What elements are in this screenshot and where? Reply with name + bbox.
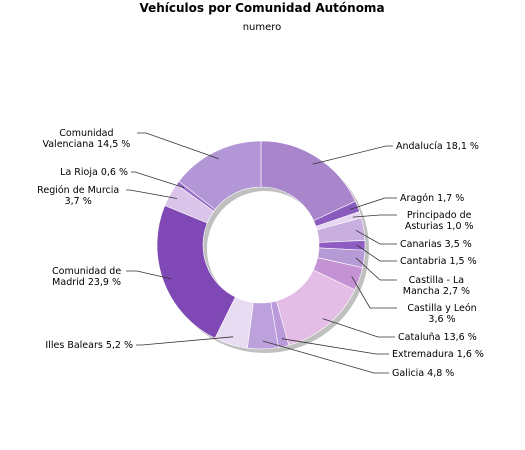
slice-comunidad-de-madrid — [156, 205, 236, 339]
label-canarias: Canarias 3,5 % — [400, 239, 472, 250]
label-line: Madrid 23,9 % — [52, 277, 121, 288]
label-la-rioja: La Rioja 0,6 % — [60, 167, 128, 178]
label-line: Galicia 4,8 % — [392, 368, 454, 379]
leader-galicia — [262, 340, 389, 374]
label-line: Asturias 1,0 % — [405, 221, 474, 232]
label-line: Andalucía 18,1 % — [396, 141, 479, 152]
label-line: Cataluña 13,6 % — [398, 332, 477, 343]
label-comunidad-valenciana: Comunidad Valenciana 14,5 % — [42, 128, 130, 150]
label-line: Comunidad de — [52, 266, 121, 277]
label-line: Castilla y León — [407, 303, 476, 314]
label-principado-de-asturias: Principado de Asturias 1,0 % — [405, 210, 474, 232]
label-line: Valenciana 14,5 % — [42, 139, 130, 150]
leader-castilla-la-mancha — [355, 257, 397, 281]
leader-cataluna — [322, 318, 395, 338]
label-line: 3,6 % — [428, 314, 455, 325]
leader-region-de-murcia — [126, 189, 178, 199]
leader-aragon — [349, 197, 397, 210]
slice-labels: Andalucía 18,1 % Aragón 1,7 % Principado d… — [37, 128, 484, 379]
leader-illes-balears — [136, 336, 234, 346]
label-line: La Rioja 0,6 % — [60, 167, 128, 178]
label-line: Canarias 3,5 % — [400, 239, 472, 250]
label-line: Castilla - La — [409, 275, 464, 286]
leader-lines — [126, 132, 397, 374]
label-galicia: Galicia 4,8 % — [392, 368, 454, 379]
slice-comunidad-valenciana — [178, 140, 262, 210]
leader-comunidad-de-madrid — [126, 270, 172, 280]
label-cantabria: Cantabria 1,5 % — [400, 256, 477, 267]
label-line: 3,7 % — [65, 196, 92, 207]
leader-canarias — [355, 229, 397, 245]
label-line: Aragón 1,7 % — [400, 193, 464, 204]
leader-andalucia — [312, 145, 393, 165]
label-castilla-la-mancha: Castilla - La Mancha 2,7 % — [403, 275, 470, 297]
label-aragon: Aragón 1,7 % — [400, 193, 464, 204]
leader-extremadura — [281, 338, 389, 355]
label-illes-balears: Illes Balears 5,2 % — [45, 340, 133, 351]
label-line: Mancha 2,7 % — [403, 286, 470, 297]
donut-slices — [156, 140, 366, 350]
leader-castilla-y-leon — [351, 276, 397, 309]
label-cataluna: Cataluña 13,6 % — [398, 332, 477, 343]
label-andalucia: Andalucía 18,1 % — [396, 141, 479, 152]
leader-cantabria — [356, 244, 397, 262]
label-line: Región de Murcia — [37, 185, 119, 196]
label-region-de-murcia: Región de Murcia 3,7 % — [37, 185, 119, 207]
leader-la-rioja — [131, 171, 185, 188]
label-castilla-y-leon: Castilla y León 3,6 % — [407, 303, 476, 325]
label-line: Illes Balears 5,2 % — [45, 340, 133, 351]
label-line: Comunidad — [59, 128, 113, 139]
chart-title: Vehículos por Comunidad Autónoma — [139, 1, 384, 15]
label-line: Cantabria 1,5 % — [400, 256, 477, 267]
label-extremadura: Extremadura 1,6 % — [392, 349, 484, 360]
label-line: Extremadura 1,6 % — [392, 349, 484, 360]
chart-subtitle: numero — [243, 22, 282, 33]
leader-comunidad-valenciana — [137, 132, 219, 160]
label-comunidad-de-madrid: Comunidad de Madrid 23,9 % — [52, 266, 121, 288]
label-line: Principado de — [407, 210, 472, 221]
leader-principado-de-asturias — [352, 214, 397, 218]
